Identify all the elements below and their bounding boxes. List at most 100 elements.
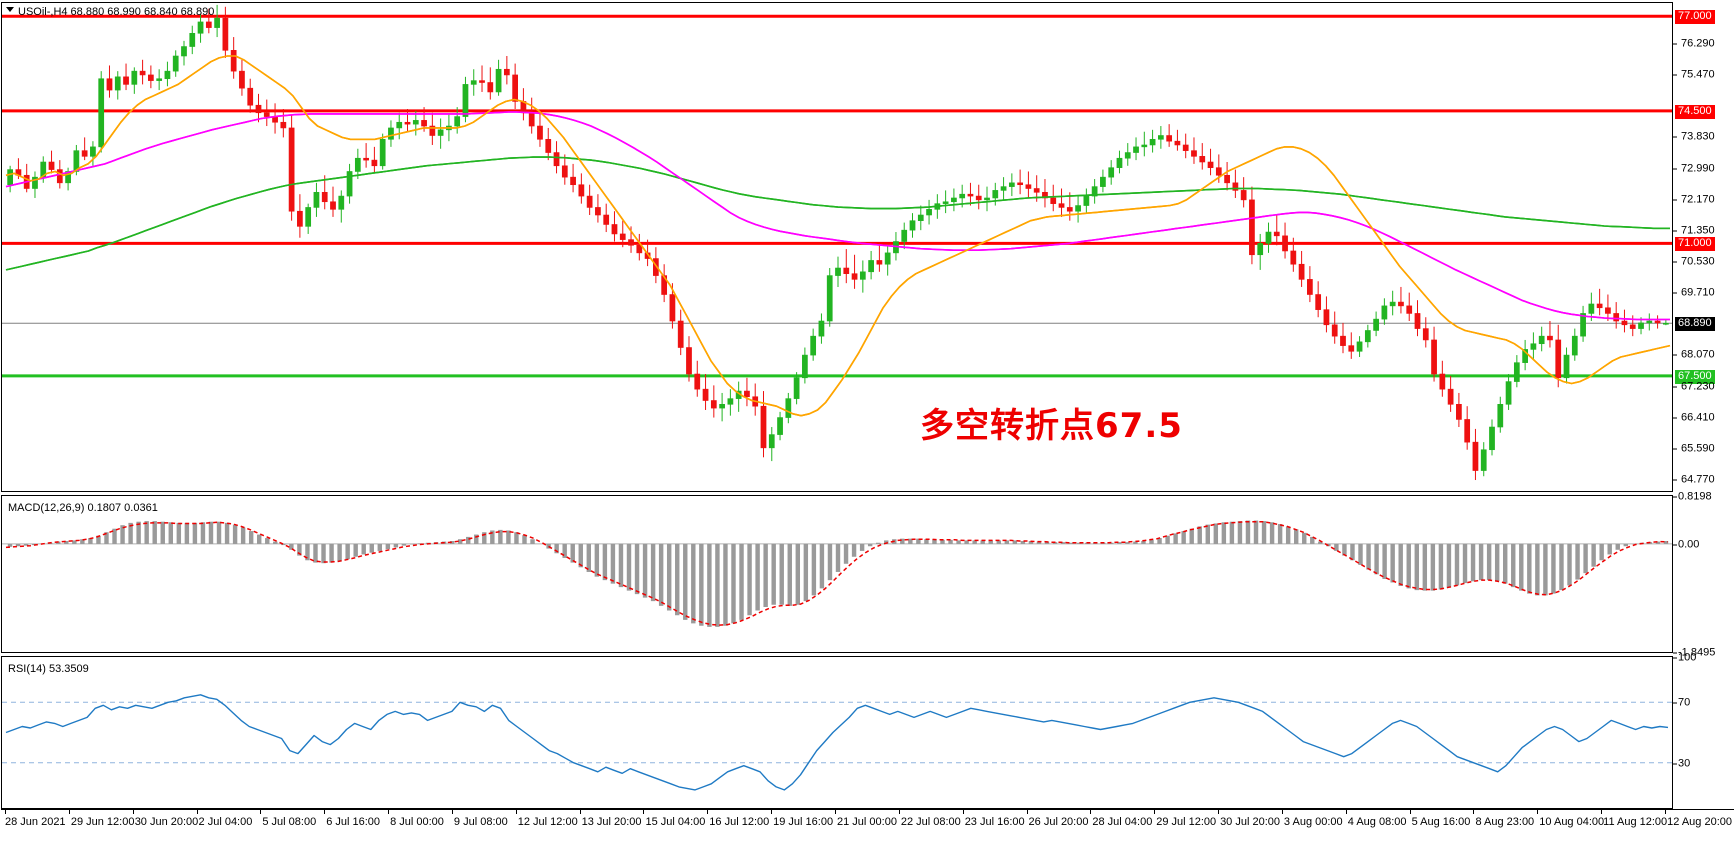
macd-axis-label: 0.00: [1678, 538, 1700, 551]
time-tick: [1345, 810, 1347, 814]
price-chart-panel[interactable]: [1, 2, 1673, 492]
rsi-line: [5, 694, 1669, 791]
price-tick: [1673, 168, 1677, 170]
macd-axis-label: 0.8198: [1678, 490, 1712, 503]
rsi-axis-label: 70: [1678, 696, 1691, 709]
time-tick: [1601, 810, 1603, 814]
time-tick: [68, 810, 70, 814]
macd-axis[interactable]: 0.8198 0.00 -1.8495: [1673, 490, 1734, 658]
time-tick: [388, 810, 390, 814]
rsi-axis[interactable]: 100 70 30: [1673, 652, 1734, 809]
time-axis-label: 11 Aug 12:00: [1603, 816, 1668, 828]
time-axis-label: 29 Jul 12:00: [1156, 816, 1217, 828]
price-axis-label: 65.590: [1681, 442, 1715, 455]
price-axis-label: 76.290: [1681, 37, 1715, 50]
time-tick: [324, 810, 326, 814]
rsi-canvas: [2, 694, 1672, 791]
time-axis[interactable]: 28 Jun 2021 29 Jun 12:00 30 Jun 20:00 2 Jul…: [1, 809, 1734, 841]
time-tick: [898, 810, 900, 814]
price-axis-label: 71.000: [1675, 237, 1715, 252]
price-tick: [1673, 199, 1677, 201]
time-tick: [5, 810, 6, 814]
macd-tick: [1673, 496, 1677, 498]
time-axis-label: 3 Aug 00:00: [1283, 816, 1343, 828]
macd-tick: [1673, 652, 1677, 654]
rsi-tick: [1673, 702, 1677, 704]
time-axis-label: 19 Jul 16:00: [773, 816, 834, 828]
macd-histogram: [7, 520, 1669, 627]
rsi-label: RSI(14) 53.3509: [8, 663, 89, 675]
macd-panel[interactable]: [1, 495, 1673, 653]
price-axis-label: 69.710: [1681, 286, 1715, 299]
time-axis-label: 5 Jul 08:00: [262, 816, 317, 828]
time-tick: [835, 810, 836, 814]
time-axis-label: 6 Jul 16:00: [326, 816, 381, 828]
macd-label: MACD(12,26,9) 0.1807 0.0361: [8, 502, 158, 514]
time-tick: [132, 810, 134, 814]
time-tick: [196, 810, 198, 814]
price-tick: [1673, 448, 1677, 450]
price-tick: [1673, 43, 1677, 45]
time-axis-label: 8 Aug 23:00: [1475, 816, 1535, 828]
price-axis-label: 67.230: [1681, 380, 1715, 393]
rsi-tick: [1673, 657, 1677, 659]
time-tick: [515, 810, 517, 814]
price-tick: [1673, 479, 1677, 481]
price-axis-label: 71.350: [1681, 224, 1715, 237]
macd-signal-line: [5, 520, 1669, 626]
ma-mid-line: [5, 111, 1670, 321]
time-tick: [771, 810, 773, 814]
price-axis-label: 66.410: [1681, 411, 1715, 424]
time-tick: [260, 810, 262, 814]
triangle-down-icon[interactable]: [6, 7, 14, 12]
rsi-tick: [1673, 763, 1677, 765]
symbol-header: USOil-,H4 68.880 68.990 68.840 68.890: [18, 6, 215, 18]
price-chart-canvas: [2, 4, 1672, 481]
price-axis-label: 72.170: [1681, 193, 1715, 206]
time-tick: [579, 810, 581, 814]
macd-axis-label: -1.8495: [1678, 646, 1716, 659]
time-axis-label: 9 Jul 08:00: [453, 816, 508, 828]
price-axis-label: 74.500: [1675, 104, 1715, 119]
price-axis[interactable]: 77.000 76.290 75.470 74.500 73.830 72.990 72.1…: [1673, 2, 1734, 492]
time-axis-label: 4 Aug 08:00: [1347, 816, 1407, 828]
price-axis-label: 70.530: [1681, 255, 1715, 268]
price-tick: [1673, 74, 1677, 76]
ma-slow-line-top: [5, 156, 1670, 271]
price-tick: [1673, 292, 1677, 294]
price-axis-label: 75.470: [1681, 68, 1715, 81]
time-tick: [1026, 810, 1028, 814]
time-axis-label: 30 Jun 20:00: [134, 816, 199, 828]
time-tick: [1090, 810, 1092, 814]
ma-mid-line-top: [5, 111, 1670, 321]
time-tick: [1281, 810, 1283, 814]
time-axis-label: 29 Jun 12:00: [70, 816, 135, 828]
time-axis-label: 5 Aug 16:00: [1411, 816, 1471, 828]
price-tick: [1673, 230, 1677, 232]
time-axis-label: 13 Jul 20:00: [581, 816, 642, 828]
price-tick: [1673, 417, 1677, 419]
chart-annotation-text: 多空转折点67.5: [920, 406, 1183, 446]
price-axis-label: 72.990: [1681, 162, 1715, 175]
time-axis-label: 2 Jul 04:00: [198, 816, 253, 828]
price-axis-label: 64.770: [1681, 473, 1715, 486]
price-axis-label: 77.000: [1675, 10, 1715, 25]
rsi-axis-label: 30: [1678, 757, 1691, 770]
time-tick: [1154, 810, 1156, 814]
macd-tick: [1673, 544, 1677, 546]
time-axis-label: 8 Jul 00:00: [390, 816, 444, 828]
time-axis-label: 10 Aug 04:00: [1539, 816, 1605, 828]
time-tick: [1537, 810, 1539, 814]
macd-canvas: [2, 520, 1672, 627]
time-axis-label: 23 Jul 16:00: [964, 816, 1025, 828]
time-tick: [707, 810, 709, 814]
price-axis-label: 68.890: [1675, 317, 1715, 332]
time-tick: [451, 810, 453, 814]
price-tick: [1673, 354, 1677, 356]
time-tick: [1473, 810, 1475, 814]
time-tick: [1218, 810, 1220, 814]
time-axis-label: 28 Jun 2021: [5, 816, 66, 828]
rsi-panel[interactable]: [1, 656, 1673, 809]
time-axis-label: 12 Aug 20:00: [1667, 816, 1732, 828]
time-tick: [1409, 810, 1411, 814]
